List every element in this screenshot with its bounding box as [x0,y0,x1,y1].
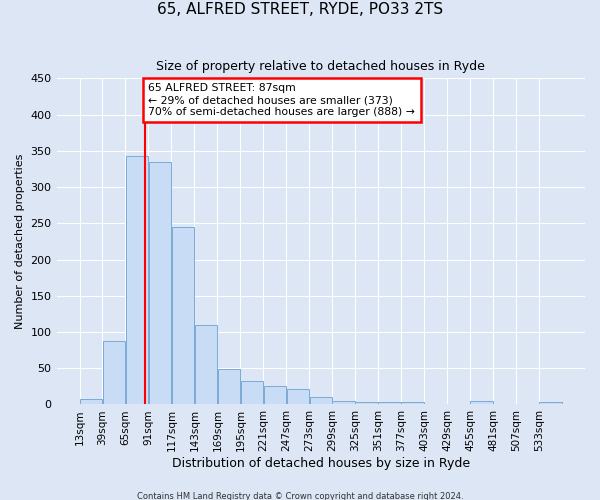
Text: 65 ALFRED STREET: 87sqm
← 29% of detached houses are smaller (373)
70% of semi-d: 65 ALFRED STREET: 87sqm ← 29% of detache… [148,84,415,116]
Text: 65, ALFRED STREET, RYDE, PO33 2TS: 65, ALFRED STREET, RYDE, PO33 2TS [157,2,443,18]
Bar [287,389,309,404]
Bar [401,402,424,404]
Bar [172,227,194,404]
Y-axis label: Number of detached properties: Number of detached properties [15,154,25,329]
Bar [126,156,148,404]
Title: Size of property relative to detached houses in Ryde: Size of property relative to detached ho… [157,60,485,73]
Bar [80,400,102,404]
Bar [355,402,378,404]
Bar [241,382,263,404]
Bar [194,324,217,404]
Text: Contains HM Land Registry data © Crown copyright and database right 2024.: Contains HM Land Registry data © Crown c… [137,492,463,500]
Bar [218,369,240,404]
Bar [379,402,401,404]
Bar [539,402,562,404]
Bar [263,386,286,404]
X-axis label: Distribution of detached houses by size in Ryde: Distribution of detached houses by size … [172,457,470,470]
Bar [310,397,332,404]
Bar [332,401,355,404]
Bar [470,401,493,404]
Bar [149,162,171,404]
Bar [103,340,125,404]
